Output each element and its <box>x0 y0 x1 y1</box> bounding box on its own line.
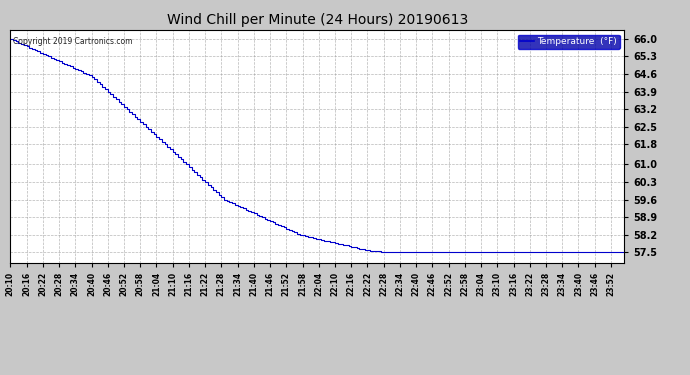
Legend: Temperature  (°F): Temperature (°F) <box>518 34 620 49</box>
Title: Wind Chill per Minute (24 Hours) 20190613: Wind Chill per Minute (24 Hours) 2019061… <box>167 13 468 27</box>
Text: Copyright 2019 Cartronics.com: Copyright 2019 Cartronics.com <box>13 37 133 46</box>
